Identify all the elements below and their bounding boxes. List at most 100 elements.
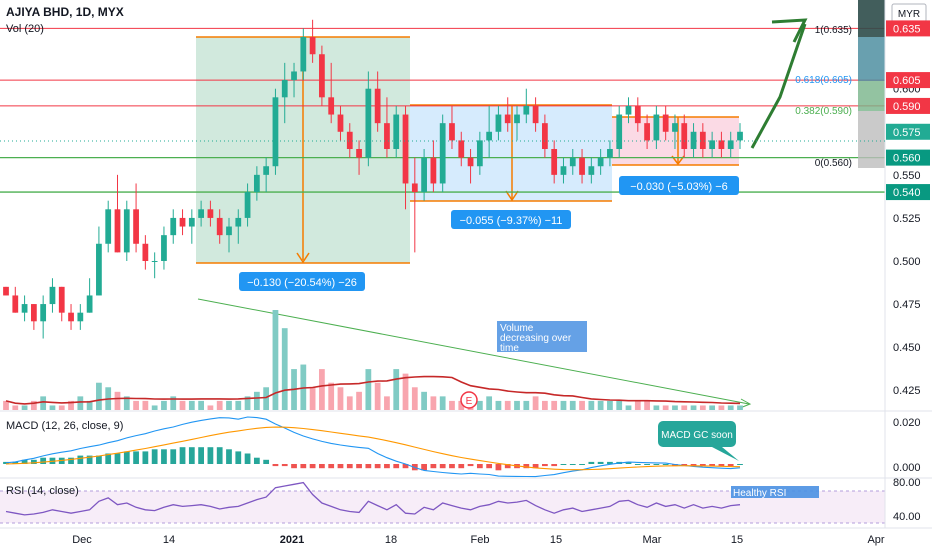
macd-hist-bar — [542, 464, 548, 467]
macd-hist-bar — [607, 461, 613, 464]
candle-body — [374, 88, 381, 124]
volume-bar — [542, 400, 548, 410]
currency-label: MYR — [898, 9, 920, 20]
candle-body — [486, 131, 493, 141]
volume-bar — [625, 405, 632, 410]
volume-note-line-2: decreasing over — [500, 333, 572, 344]
volume-bar — [356, 391, 362, 410]
volume-bar — [616, 400, 623, 410]
volume-bar — [476, 400, 483, 410]
earnings-marker-label: E — [466, 396, 473, 407]
macd-hist-bar — [439, 464, 446, 469]
macd-line — [5, 416, 741, 478]
volume-note-box[interactable] — [497, 321, 587, 352]
macd-hist-bar — [198, 447, 204, 464]
candle-body — [123, 209, 130, 253]
measure-label-box-2[interactable] — [451, 210, 571, 229]
volume-bar — [644, 400, 650, 410]
volume-bar — [662, 405, 669, 410]
macd-hist-bar — [523, 464, 530, 469]
candle-body — [709, 140, 716, 150]
candle-body — [58, 286, 65, 313]
volume-bar — [393, 369, 400, 410]
candle-body — [346, 131, 353, 150]
candle-body — [235, 217, 242, 227]
macd-hist-bar — [253, 457, 260, 464]
candle-body — [49, 286, 56, 305]
candle-body — [21, 304, 28, 313]
macd-hist-bar — [86, 455, 93, 464]
price-tag — [886, 149, 930, 166]
volume-bar — [737, 405, 743, 410]
candle-body — [105, 209, 112, 244]
cons-box-arrowhead — [505, 190, 519, 202]
candle-body — [653, 114, 660, 141]
macd-note-box[interactable] — [658, 421, 736, 447]
macd-hist-bar — [662, 464, 669, 465]
candle-body — [411, 183, 418, 193]
candle-body — [142, 243, 149, 261]
macd-hist-bar — [718, 464, 725, 467]
candle-body — [542, 123, 548, 150]
macd-hist-bar — [393, 464, 400, 469]
price-tag — [886, 72, 930, 89]
price-tick: 0.550 — [893, 170, 921, 182]
volume-bar — [198, 400, 204, 410]
candle-body — [616, 114, 623, 150]
candle-body — [216, 217, 223, 236]
macd-hist-bar — [105, 453, 112, 464]
candle-body — [449, 123, 455, 141]
volume-bar — [86, 400, 93, 410]
volume-bar — [68, 400, 74, 410]
volume-bar — [384, 396, 390, 410]
volume-bar — [672, 405, 678, 410]
time-label-dec: Dec — [72, 534, 92, 546]
price-tick: 0.500 — [893, 256, 921, 268]
volume-note-line-3: time — [500, 343, 519, 354]
volume-bar — [653, 405, 660, 410]
candles — [3, 19, 743, 339]
candle-body — [523, 105, 530, 115]
macd-hist-bar — [179, 447, 186, 464]
candle-body — [226, 226, 232, 236]
volume-bar — [170, 396, 177, 410]
earnings-marker[interactable] — [460, 391, 478, 409]
candle-body — [30, 304, 37, 322]
volume-bar — [560, 400, 567, 410]
time-label-feb: Feb — [471, 534, 490, 546]
macd-hist-bar — [226, 449, 232, 464]
candle-body — [328, 97, 335, 115]
measure-label-box-3[interactable] — [619, 176, 739, 195]
price-tag — [886, 123, 930, 140]
macd-hist-bar — [560, 464, 567, 465]
macd-hist-bar — [467, 464, 474, 467]
macd-hist-bar — [634, 464, 641, 465]
macd-hist-bar — [699, 464, 706, 467]
volume-bar — [504, 400, 511, 410]
candle-body — [300, 37, 307, 72]
price-tick: 0.425 — [893, 385, 921, 397]
price-tag — [886, 97, 930, 114]
volume-bar — [709, 405, 716, 410]
rsi-note-box[interactable] — [731, 486, 819, 498]
fib-zone-low — [858, 81, 885, 111]
candle-body — [625, 105, 632, 115]
candle-body — [319, 54, 325, 98]
volume-bar — [3, 400, 9, 410]
macd-hist-bar — [476, 464, 483, 469]
macd-hist-bar — [727, 464, 734, 467]
volume-bar — [727, 405, 734, 410]
volume-bar — [151, 405, 158, 410]
macd-note-text: MACD GC soon — [661, 430, 733, 441]
candle-body — [356, 149, 362, 158]
measure-label-box-1[interactable] — [239, 272, 365, 291]
candle-body — [644, 123, 650, 141]
macd-tick-0000: 0.000 — [893, 462, 921, 474]
macd-hist-bar — [430, 464, 437, 469]
candle-body — [514, 114, 520, 124]
price-tag-text: 0.575 — [893, 127, 921, 139]
macd-hist-bar — [77, 455, 84, 464]
fib-label-0382: 0.382(0.590) — [795, 106, 852, 117]
volume-bar — [207, 405, 214, 410]
